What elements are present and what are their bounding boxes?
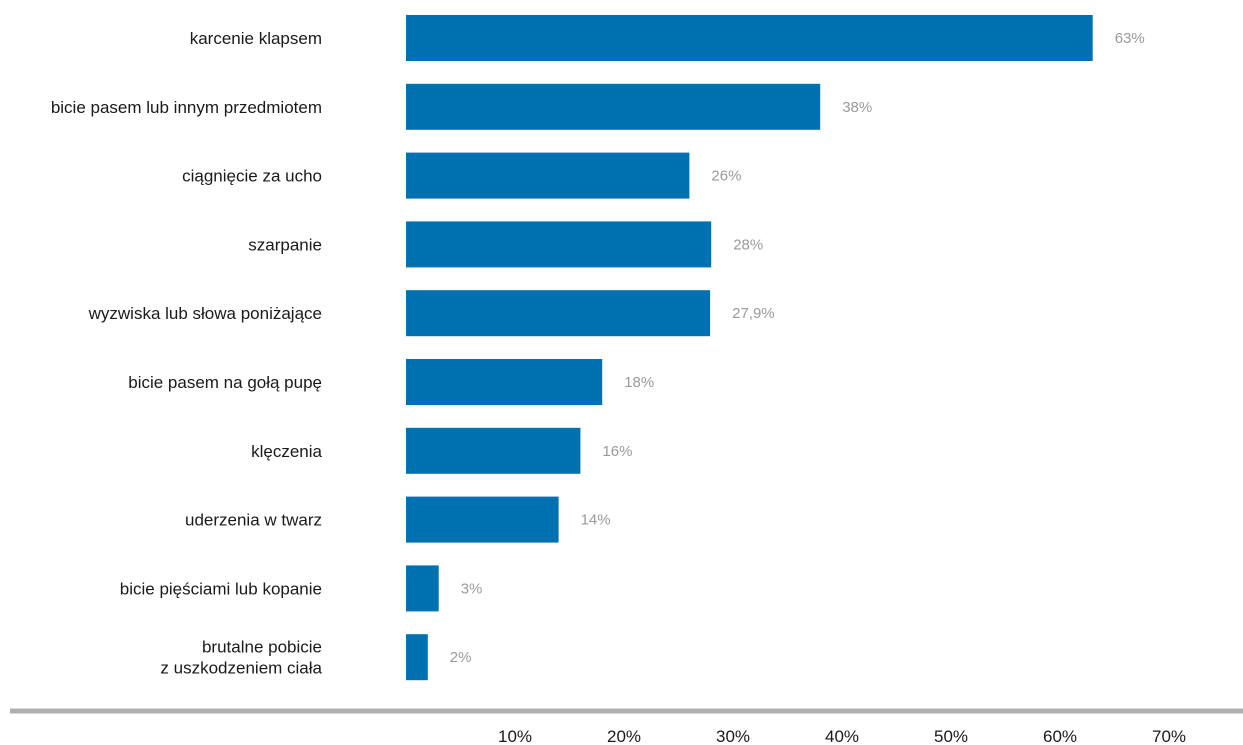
category-label: z uszkodzeniem ciała — [160, 659, 322, 678]
bar — [406, 496, 559, 543]
category-label: karcenie klapsem — [190, 29, 322, 48]
bar — [406, 359, 603, 405]
value-label: 14% — [581, 512, 611, 529]
value-label: 2% — [450, 649, 472, 666]
category-label: bicie pięściami lub kopanie — [120, 579, 322, 598]
bar — [406, 427, 581, 474]
x-tick-label: 30% — [716, 727, 750, 745]
x-tick-label: 70% — [1152, 727, 1186, 745]
bar — [406, 15, 1093, 61]
category-label: uderzenia w twarz — [185, 511, 322, 530]
value-label: 28% — [733, 236, 763, 253]
category-labels-group: karcenie klapsem bicie pasem lub innym pr… — [51, 29, 323, 678]
value-labels-group: 63% 38% 26% 28% 27,9% 18% 16% 14% 3% 2% — [450, 30, 1145, 666]
value-label: 18% — [624, 374, 654, 391]
value-label: 38% — [842, 99, 872, 116]
x-tick-label: 40% — [825, 727, 859, 745]
category-label: brutalne pobicie — [202, 638, 322, 657]
x-tick-label: 50% — [934, 727, 968, 745]
value-label: 27,9% — [732, 305, 775, 322]
category-label: wyzwiska lub słowa poniżające — [88, 304, 322, 323]
bar — [406, 83, 821, 130]
bar — [406, 221, 712, 268]
bar — [406, 634, 428, 681]
bar — [406, 152, 690, 199]
bars-group — [406, 15, 1093, 681]
bar — [406, 565, 439, 612]
value-label: 16% — [602, 443, 632, 460]
x-tick-label: 60% — [1043, 727, 1077, 745]
value-label: 63% — [1115, 30, 1145, 47]
value-label: 3% — [461, 580, 483, 597]
category-label: bicie pasem na gołą pupę — [128, 373, 322, 392]
category-label: bicie pasem lub innym przedmiotem — [51, 98, 322, 117]
x-tick-label: 10% — [498, 727, 532, 745]
category-label: szarpanie — [248, 235, 322, 254]
bar — [406, 290, 711, 337]
x-tick-labels-group: 10% 20% 30% 40% 50% 60% 70% — [498, 727, 1186, 745]
x-tick-label: 20% — [607, 727, 641, 745]
category-label: klęczenia — [251, 442, 322, 461]
value-label: 26% — [711, 168, 741, 185]
category-label: ciągnięcie za ucho — [182, 167, 322, 186]
